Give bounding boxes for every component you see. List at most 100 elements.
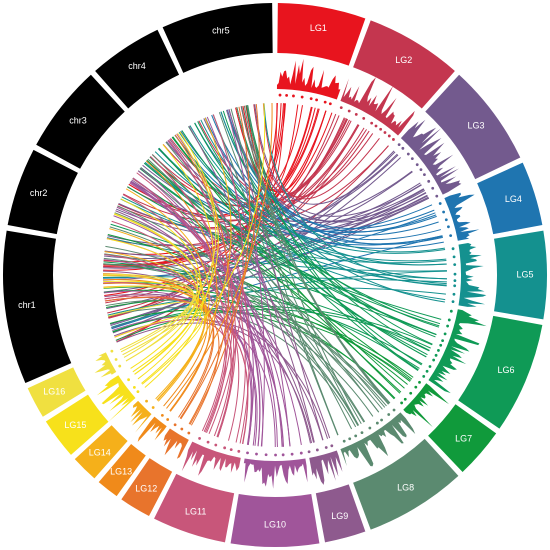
marker-dot xyxy=(370,121,374,125)
segment xyxy=(425,74,521,180)
marker-dot xyxy=(400,401,404,405)
synteny-link xyxy=(208,114,244,435)
marker-dot xyxy=(403,397,407,401)
synteny-link xyxy=(104,296,220,426)
histogram-track xyxy=(276,58,341,100)
marker-dot xyxy=(397,143,401,147)
synteny-link xyxy=(122,194,227,432)
synteny-link xyxy=(137,170,261,447)
marker-dot xyxy=(449,309,453,313)
marker-dot xyxy=(447,318,451,322)
segment xyxy=(74,425,128,479)
synteny-link xyxy=(112,311,412,381)
segment xyxy=(458,315,543,429)
histogram-track xyxy=(340,77,415,136)
segment-label: chr1 xyxy=(18,300,36,310)
synteny-link xyxy=(172,136,401,394)
synteny-link xyxy=(102,273,194,351)
marker-dot xyxy=(173,423,177,427)
marker-dot xyxy=(425,369,429,373)
marker-dot xyxy=(292,94,295,98)
segment xyxy=(477,162,543,235)
segment-label: LG16 xyxy=(43,387,65,397)
marker-dot xyxy=(415,163,419,167)
tracks xyxy=(94,58,487,489)
marker-dot xyxy=(110,349,114,353)
synteny-link xyxy=(188,125,315,443)
synteny-link xyxy=(168,139,234,433)
segment-label: LG6 xyxy=(497,365,514,375)
marker-dot xyxy=(418,380,421,384)
synteny-link xyxy=(174,134,444,249)
marker-dot xyxy=(432,358,436,362)
histogram-track xyxy=(137,416,167,442)
segment xyxy=(95,29,180,109)
marker-dot xyxy=(342,439,346,443)
marker-dot xyxy=(419,168,423,172)
marker-dot xyxy=(380,418,383,422)
synteny-link xyxy=(103,263,383,410)
marker-dot xyxy=(180,427,184,431)
marker-dot xyxy=(362,116,366,120)
marker-dot xyxy=(435,194,439,198)
segment xyxy=(121,458,173,517)
marker-dot xyxy=(281,453,285,457)
synteny-link xyxy=(166,103,273,409)
synteny-link xyxy=(240,106,422,217)
segment-label: chr4 xyxy=(128,61,146,71)
synteny-link xyxy=(194,122,440,328)
marker-dot xyxy=(451,247,455,251)
marker-dot xyxy=(452,292,456,296)
marker-dot xyxy=(427,179,431,183)
marker-dot xyxy=(409,391,413,395)
segment-label: LG5 xyxy=(516,269,533,279)
marker-dot xyxy=(428,365,432,368)
synteny-link xyxy=(200,119,447,280)
marker-dot xyxy=(374,124,378,128)
marker-dot xyxy=(437,349,440,352)
marker-dot xyxy=(453,279,457,283)
marker-dot xyxy=(387,413,391,416)
marker-dot xyxy=(422,374,426,378)
synteny-link xyxy=(103,275,196,362)
histogram-track xyxy=(444,192,480,241)
segment xyxy=(353,20,455,109)
marker-dot xyxy=(401,146,405,150)
marker-dot xyxy=(229,448,233,451)
histogram-track xyxy=(400,119,462,195)
synteny-link xyxy=(230,108,339,436)
synteny-link xyxy=(137,144,214,380)
marker-dot xyxy=(187,431,191,435)
marker-dot xyxy=(438,202,442,205)
segment-label: chr3 xyxy=(69,115,87,125)
marker-dot xyxy=(375,421,379,425)
synteny-link xyxy=(180,103,260,420)
segment xyxy=(7,149,78,235)
marker-dot xyxy=(309,97,313,101)
marker-dot xyxy=(127,378,130,382)
synteny-link xyxy=(206,116,291,447)
marker-dot xyxy=(431,186,435,190)
marker-dot xyxy=(348,437,352,441)
segment-label: LG12 xyxy=(135,484,157,494)
synteny-link xyxy=(107,287,446,316)
synteny-link xyxy=(158,147,447,262)
synteny-link xyxy=(181,130,441,325)
marker-dot xyxy=(368,426,372,430)
synteny-link xyxy=(109,226,359,426)
synteny-link xyxy=(105,299,374,417)
segment-label: LG1 xyxy=(310,23,327,33)
marker-dot xyxy=(214,443,218,447)
marker-dot xyxy=(299,451,303,455)
segment-label: LG11 xyxy=(185,506,206,516)
synteny-link xyxy=(116,322,313,444)
marker-dot xyxy=(383,131,387,134)
marker-dot xyxy=(406,152,410,156)
marker-dot xyxy=(328,102,332,106)
synteny-link xyxy=(146,159,402,393)
synteny-link xyxy=(226,109,265,447)
marker-dot xyxy=(379,127,383,131)
marker-dot xyxy=(206,440,210,444)
segment xyxy=(353,438,459,530)
